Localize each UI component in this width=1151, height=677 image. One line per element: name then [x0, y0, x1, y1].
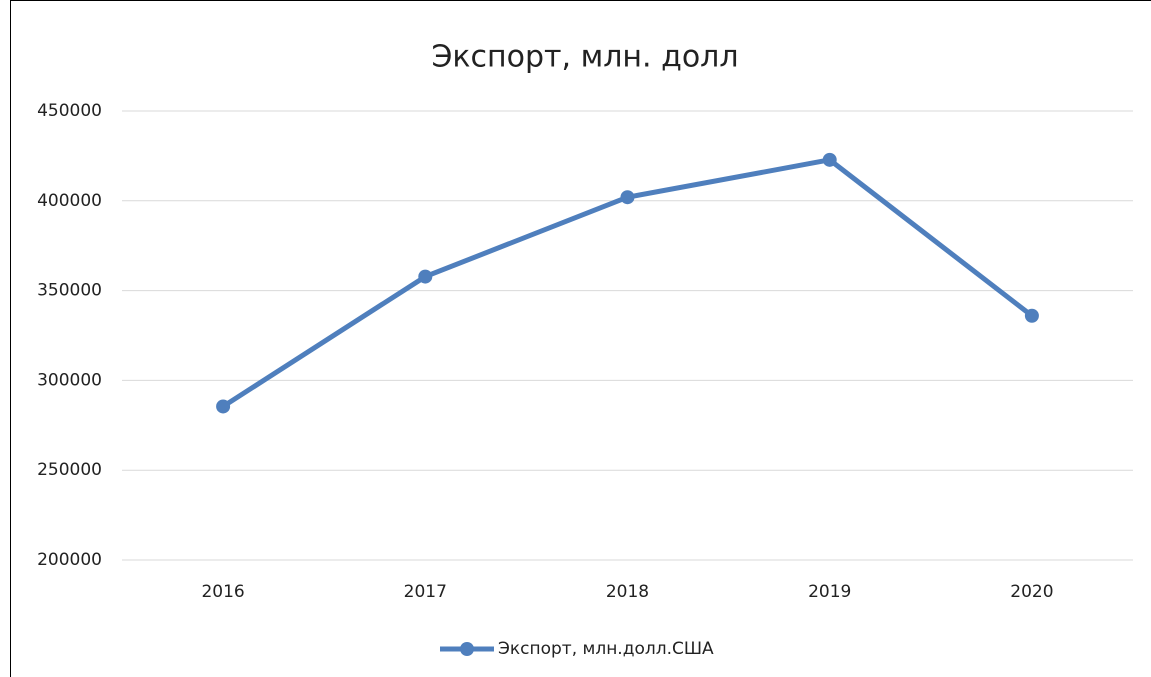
legend-label: Экспорт, млн.долл.США: [498, 639, 714, 659]
x-tick-label: 2017: [404, 582, 447, 602]
y-tick-label: 450000: [37, 101, 102, 121]
y-tick-label: 300000: [37, 370, 102, 390]
data-point: [1024, 308, 1039, 323]
data-point: [418, 269, 433, 284]
data-point: [822, 152, 837, 167]
x-tick-label: 2019: [808, 582, 851, 602]
chart-title: Экспорт, млн. долл: [431, 40, 738, 75]
y-tick-label: 200000: [37, 550, 102, 570]
x-tick-label: 2020: [1010, 582, 1053, 602]
x-tick-label: 2016: [201, 582, 244, 602]
legend-marker: [460, 642, 474, 656]
y-tick-label: 250000: [37, 460, 102, 480]
y-tick-label: 400000: [37, 191, 102, 211]
x-tick-label: 2018: [606, 582, 649, 602]
y-tick-label: 350000: [37, 281, 102, 301]
chart-frame: [10, 0, 1151, 677]
data-point: [216, 399, 231, 414]
data-point: [620, 190, 635, 205]
